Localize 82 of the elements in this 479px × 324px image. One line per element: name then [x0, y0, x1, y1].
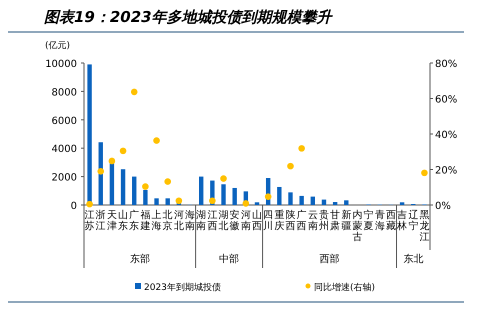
bar: [110, 162, 114, 205]
x-tick-label: 辽宁: [408, 209, 418, 232]
point: [421, 170, 428, 176]
x-tick-label: 天津: [106, 210, 117, 232]
x-tick-label: 湖南: [196, 209, 206, 232]
chart-title: 图表19：2023年多地城投债到期规模攀升: [44, 8, 334, 26]
bar: [221, 184, 226, 205]
y-tick-label: 0: [70, 201, 77, 212]
legend-label: 2023年到期城投债: [144, 282, 221, 293]
point: [142, 183, 149, 190]
x-tick-label: 贵州: [318, 209, 329, 232]
y-axis-title: (亿元): [45, 40, 70, 51]
point: [220, 175, 227, 182]
x-tick-label: 青海: [374, 209, 385, 232]
y-tick-label: 4000: [52, 144, 77, 156]
x-tick-label: 山东: [118, 209, 128, 232]
point: [176, 197, 182, 204]
bar: [166, 198, 170, 205]
text: 东部: [130, 253, 150, 265]
point: [130, 88, 138, 96]
x-tick-label: 上海: [152, 209, 162, 232]
x-tick-label: 浙江: [96, 209, 106, 232]
x-tick-label: 福建: [139, 209, 150, 232]
bar: [288, 192, 293, 205]
x-tick-label: 江苏: [84, 209, 95, 232]
x-tick-label: 安徽: [230, 209, 240, 232]
y2-tick-label: 0%: [435, 201, 451, 212]
x-tick-label: 陕西: [285, 209, 296, 232]
x-tick-label: 四川: [263, 210, 274, 232]
bar: [344, 200, 348, 205]
point: [209, 197, 216, 204]
bar: [143, 190, 148, 205]
x-tick-label: 内蒙古: [352, 209, 362, 243]
x-tick-label: 北京: [162, 209, 173, 232]
bar: [277, 186, 282, 205]
bar: [400, 202, 404, 205]
x-tick-label: 湖北: [218, 209, 229, 232]
y-tick-label: 6000: [52, 116, 77, 127]
point: [164, 178, 172, 185]
x-tick-label: 吉林: [396, 209, 408, 232]
x-tick-label: 江西: [207, 209, 218, 232]
bar: [299, 196, 304, 205]
text: 西部: [320, 253, 340, 265]
x-tick-label: 新疆: [341, 209, 352, 232]
y2-tick-label: 20%: [435, 166, 458, 176]
x-tick-label: 河南: [240, 209, 251, 232]
bar: [310, 196, 316, 205]
x-tick-label: 山西: [252, 209, 262, 232]
x-tick-label: 广西: [296, 209, 307, 232]
y-tick-label: 10000: [45, 59, 77, 70]
bar: [132, 176, 136, 205]
x-tick-label: 西藏: [386, 210, 396, 232]
y-tick-label: 2000: [52, 172, 77, 184]
x-tick-label: 甘肃: [330, 209, 340, 232]
x-tick-label: 云南: [308, 210, 318, 232]
point: [298, 145, 305, 152]
point: [120, 148, 126, 154]
x-tick-label: 宁夏: [364, 209, 374, 232]
y2-tick-label: 40%: [435, 130, 458, 141]
point: [86, 200, 93, 208]
x-tick-label: 广东: [129, 209, 140, 232]
point: [287, 162, 294, 170]
bar: [232, 188, 237, 205]
bar: [120, 169, 126, 205]
y2-tick-label: 80%: [435, 59, 458, 70]
point: [153, 137, 160, 144]
bar: [198, 176, 204, 205]
point: [108, 158, 116, 164]
x-tick-label: 海南: [185, 209, 196, 232]
bar: [332, 202, 338, 205]
bar: [322, 200, 326, 205]
text: 东北: [403, 253, 424, 265]
x-tick-label: 重庆: [274, 209, 284, 232]
point: [242, 200, 250, 207]
y-tick-label: 8000: [52, 87, 77, 98]
point: [97, 168, 104, 175]
x-tick-label: 黑龙江: [419, 210, 430, 243]
point: [264, 193, 272, 200]
x-tick-label: 河北: [174, 209, 184, 232]
text: 中部: [219, 253, 240, 265]
y2-tick-label: 60%: [435, 94, 458, 106]
legend-label: 同比增速(右轴): [314, 282, 376, 293]
